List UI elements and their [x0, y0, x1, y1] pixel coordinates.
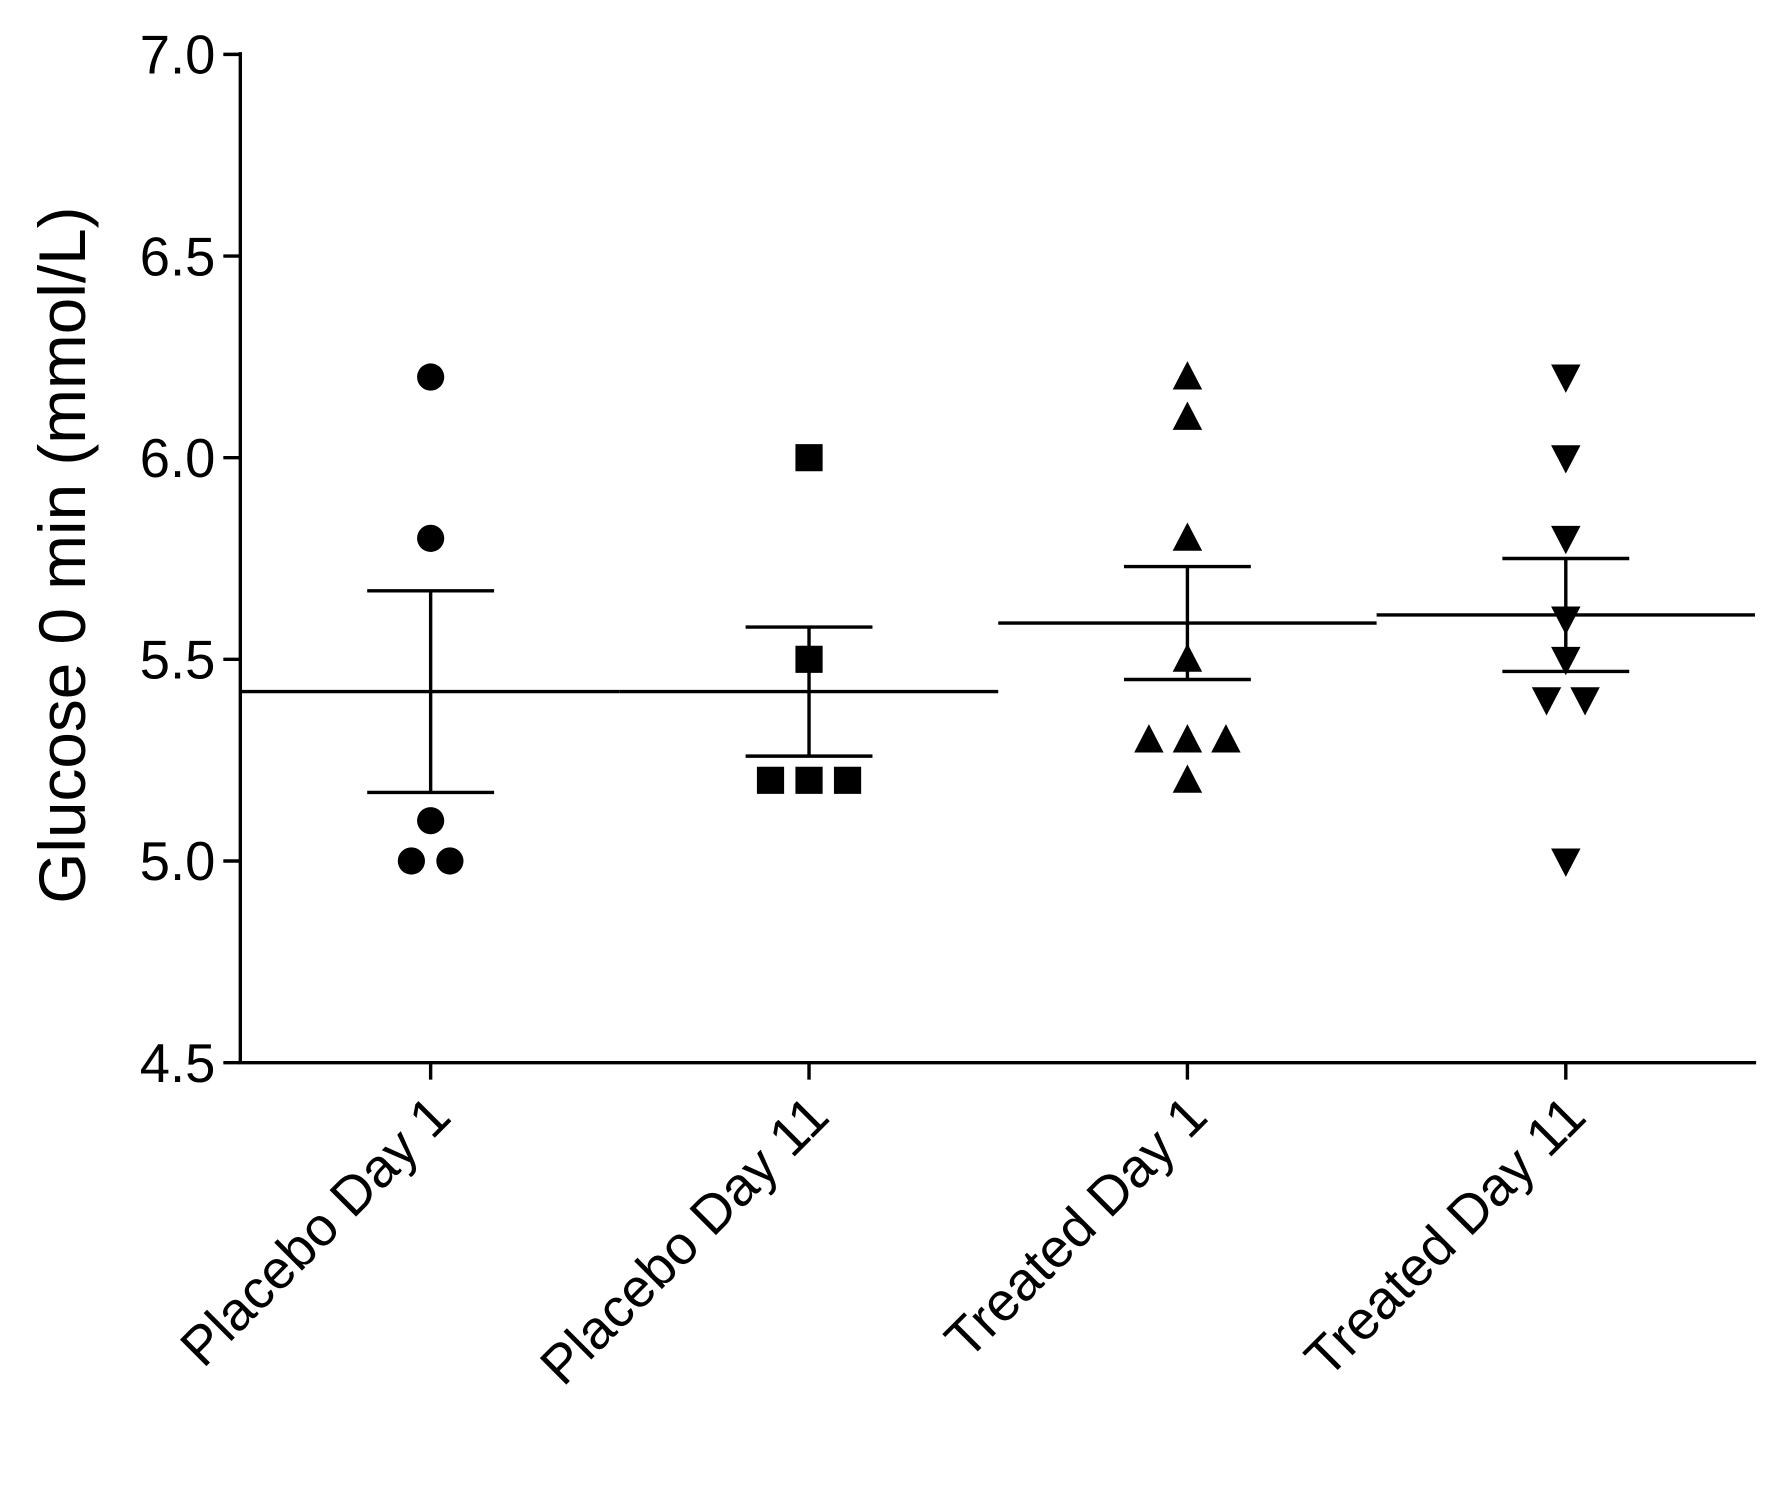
data-point	[833, 766, 862, 794]
y-tick-label: 7.0	[140, 25, 216, 86]
data-point	[756, 766, 785, 794]
y-tick-label: 5.0	[140, 831, 216, 892]
data-point	[1531, 687, 1562, 716]
data-point	[1172, 522, 1203, 551]
data-point	[1172, 764, 1203, 793]
data-point	[795, 444, 823, 472]
data-point	[417, 807, 445, 835]
data-point	[1551, 848, 1581, 877]
data-point	[1551, 525, 1581, 555]
y-tick-label: 5.5	[140, 630, 216, 691]
data-point	[1551, 445, 1581, 474]
data-point	[1211, 724, 1241, 753]
data-point	[1134, 724, 1164, 753]
y-tick-label: 6.5	[140, 226, 216, 287]
data-point	[1551, 364, 1581, 393]
data-point	[1570, 687, 1600, 716]
y-tick-label: 6.0	[140, 428, 216, 489]
x-tick-label: Placebo Day 11	[529, 1085, 841, 1397]
data-point	[1172, 724, 1203, 753]
data-point	[1172, 401, 1203, 430]
data-point	[1172, 361, 1203, 390]
x-tick-label: Placebo Day 1	[169, 1085, 462, 1378]
data-point	[417, 363, 445, 391]
data-point	[795, 766, 823, 794]
data-point	[436, 847, 464, 875]
data-point	[397, 847, 425, 875]
data-point	[417, 524, 445, 552]
x-tick-label: Treated Day 11	[1293, 1085, 1597, 1389]
y-axis-label: Glucose 0 min (mmol/L)	[26, 207, 99, 904]
y-tick-label: 4.5	[140, 1033, 216, 1094]
x-tick-label: Treated Day 1	[933, 1085, 1218, 1370]
